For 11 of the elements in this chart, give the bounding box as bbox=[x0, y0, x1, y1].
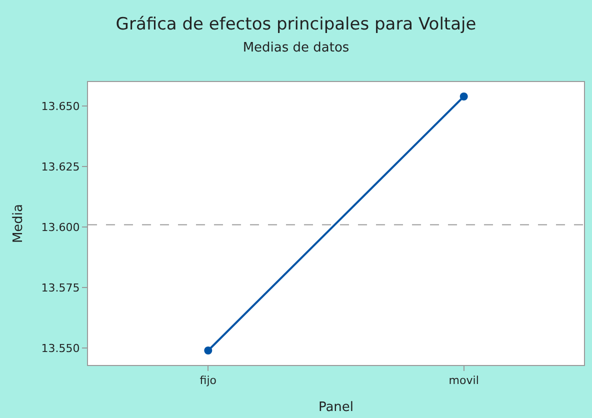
y-tick-label: 13.575 bbox=[41, 281, 80, 294]
x-tick-label: fijo bbox=[200, 374, 217, 388]
y-tick-label: 13.550 bbox=[41, 342, 80, 355]
x-axis-title: Panel bbox=[318, 400, 354, 415]
y-tick-label: 13.625 bbox=[41, 160, 80, 174]
y-axis-title: Media bbox=[11, 204, 26, 244]
chart-title: Gráfica de efectos principales para Voltaje bbox=[116, 14, 476, 34]
y-tick-label: 13.600 bbox=[41, 220, 80, 234]
chart-subtitle: Medias de datos bbox=[242, 40, 350, 56]
y-tick-label: 13.650 bbox=[41, 100, 80, 114]
x-tick-label: movil bbox=[448, 374, 479, 388]
